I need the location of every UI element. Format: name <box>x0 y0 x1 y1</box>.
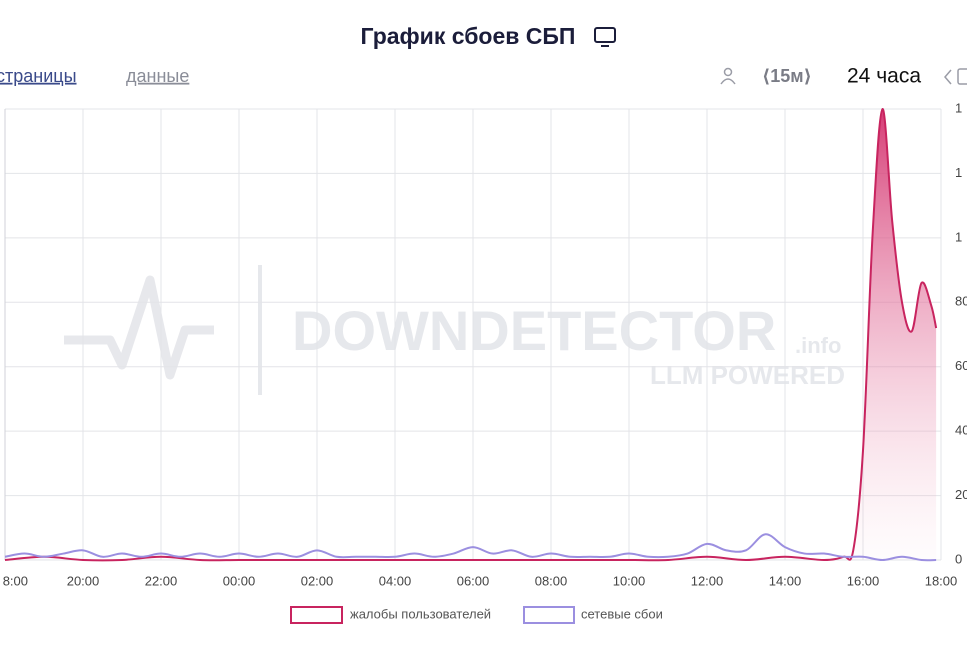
watermark-suffix: .info <box>795 333 841 358</box>
legend-label[interactable]: жалобы пользователей <box>350 606 491 621</box>
x-tick-label: 20:00 <box>67 573 100 588</box>
y-tick-label: 1 <box>955 165 962 180</box>
legend: жалобы пользователей сетевые сбои <box>290 606 663 624</box>
legend-label[interactable]: сетевые сбои <box>581 606 663 621</box>
x-tick-label: 22:00 <box>145 573 178 588</box>
chart-title: График сбоев СБП <box>361 23 576 49</box>
y-tick-label: 20 <box>955 487 967 502</box>
watermark-brand: DOWNDETECTOR <box>292 299 776 362</box>
range-selector[interactable]: 24 часа <box>847 65 921 88</box>
x-tick-label: 02:00 <box>301 573 334 588</box>
calendar-icon[interactable] <box>944 68 967 85</box>
x-tick-label: 04:00 <box>379 573 412 588</box>
x-tick-label: 14:00 <box>769 573 802 588</box>
x-tick-label: 00:00 <box>223 573 256 588</box>
y-tick-label: 40 <box>955 423 967 438</box>
line <box>4 107 938 562</box>
watermark-tagline: LLM POWERED <box>650 360 845 390</box>
x-tick-label: 06:00 <box>457 573 490 588</box>
legend-swatch <box>523 606 575 624</box>
watermark: DOWNDETECTOR .info LLM POWERED <box>64 265 845 395</box>
x-tick-label: 10:00 <box>613 573 646 588</box>
y-tick-label: 80 <box>955 294 967 309</box>
tab-link[interactable]: данные <box>126 66 189 86</box>
x-tick-label: 12:00 <box>691 573 724 588</box>
y-tick-label: 1 <box>955 229 962 244</box>
monitor-icon <box>594 27 616 47</box>
x-tick-label: 16:00 <box>847 573 880 588</box>
line <box>4 533 937 562</box>
y-tick-label: 0 <box>955 551 962 566</box>
tab-link[interactable]: страницы <box>0 66 77 86</box>
interval-button[interactable]: ⟨15м⟩ <box>762 66 812 86</box>
legend-swatch <box>290 606 343 624</box>
x-tick-label: 08:00 <box>535 573 568 588</box>
x-tick-label: 18:00 <box>925 573 958 588</box>
x-tick-label: 8:00 <box>3 573 28 588</box>
user-icon[interactable] <box>720 67 736 85</box>
y-tick-label: 60 <box>955 358 967 373</box>
y-tick-label: 1 <box>955 100 962 115</box>
